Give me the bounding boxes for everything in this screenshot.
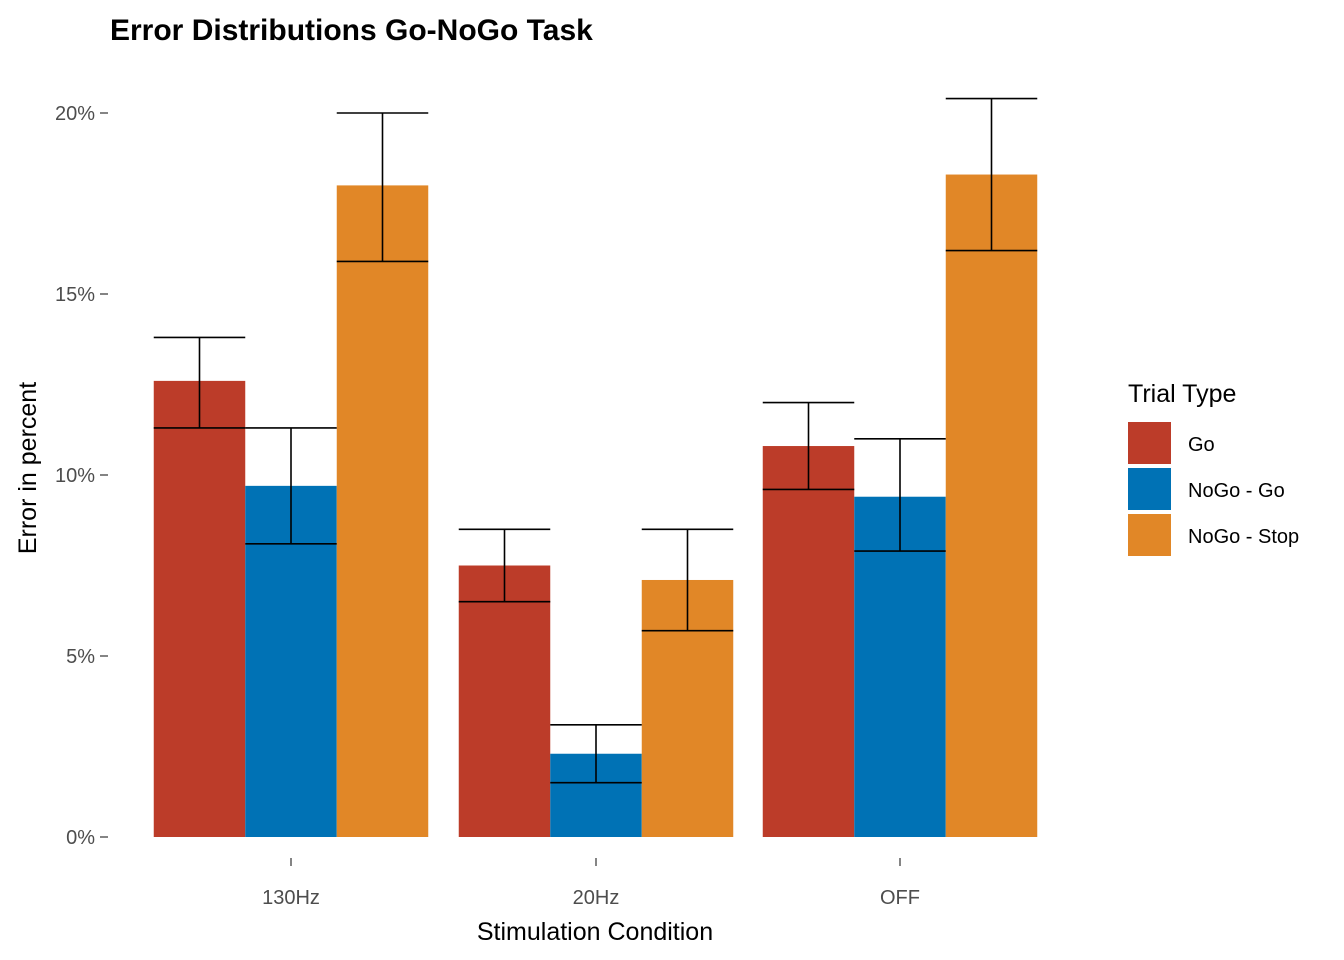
y-tick-label: 5% [66,646,95,668]
error-bars [153,97,1038,784]
bar [336,185,429,837]
bar [762,446,855,837]
legend-swatch [1128,468,1171,510]
legend-label: Go [1188,434,1215,456]
bar [854,496,946,837]
y-tick-label: 0% [66,827,95,849]
legend-label: NoGo - Stop [1188,526,1299,548]
bar [458,565,551,837]
y-tick-label: 15% [55,284,95,306]
legend-title: Trial Type [1128,380,1236,408]
x-tick-label: 20Hz [573,887,620,909]
x-axis: 130Hz 20Hz OFF [262,858,920,909]
bar [153,380,246,837]
y-tick-label: 10% [55,465,95,487]
legend-swatch [1128,422,1171,464]
legend-label: NoGo - Go [1188,480,1285,502]
x-tick-label: OFF [880,887,920,909]
bar [945,174,1038,838]
legend-swatch [1128,514,1171,556]
x-axis-title: Stimulation Condition [477,918,713,946]
y-tick-label: 20% [55,103,95,125]
legend: Trial Type Go NoGo - Go NoGo - Stop [1128,380,1299,556]
x-tick-label: 130Hz [262,887,320,909]
y-axis-title: Error in percent [14,382,42,554]
chart-title: Error Distributions Go-NoGo Task [110,14,593,47]
y-axis: 0% 5% 10% 15% 20% [55,103,108,849]
